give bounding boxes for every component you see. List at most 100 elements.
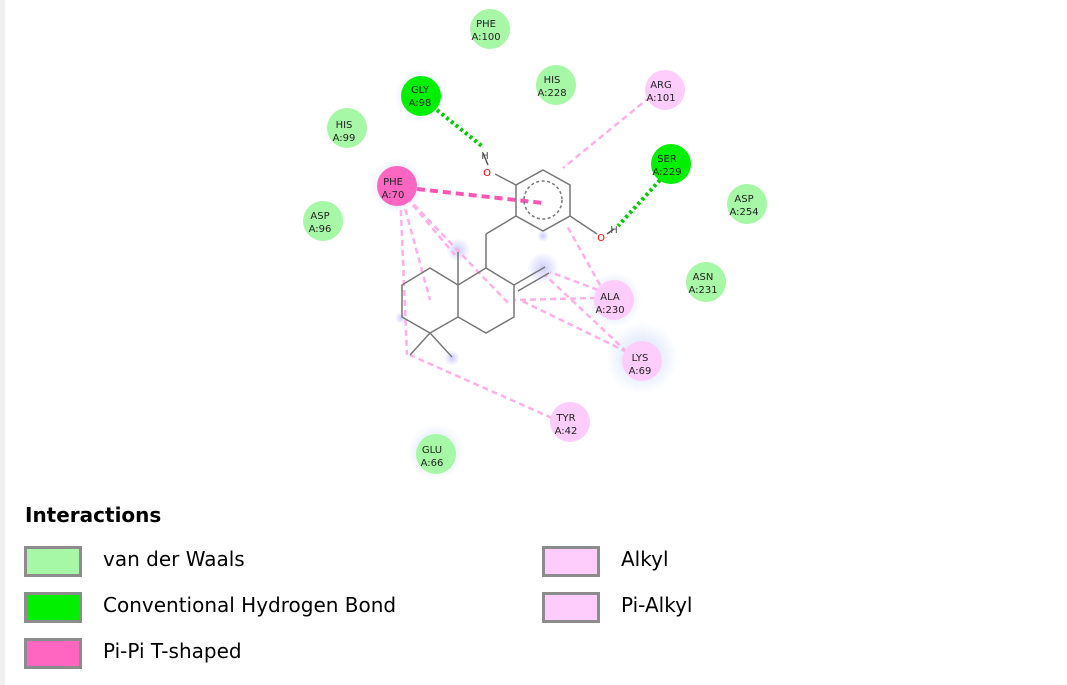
residue-disc — [416, 434, 456, 474]
residue-phe-100[interactable]: PHE A:100 — [470, 9, 510, 49]
atom-halo — [395, 312, 407, 324]
residue-number: A:96 — [309, 224, 332, 235]
residue-name: PHE — [383, 177, 403, 188]
residue-asn-231[interactable]: ASN A:231 — [686, 262, 726, 302]
residue-name: ASP — [310, 211, 329, 222]
residue-name: GLY — [411, 85, 430, 96]
alkyl-line-arg-101 — [562, 96, 651, 169]
residue-name: ASP — [734, 194, 753, 205]
residue-disc — [377, 166, 417, 206]
residue-ala-230[interactable]: ALA A:230 — [594, 280, 634, 320]
alkyl-line-phe-70 — [398, 189, 432, 301]
residue-number: A:42 — [555, 426, 578, 437]
exo-methylene-bond — [513, 266, 546, 286]
residue-asp-96[interactable]: ASP A:96 — [303, 201, 343, 241]
residue-halos — [369, 69, 678, 480]
legend-label: Alkyl — [621, 547, 669, 571]
legend-label: Pi-Alkyl — [621, 593, 693, 617]
residue-name: ASN — [693, 272, 714, 283]
alkyl-line-lys-69 — [544, 274, 628, 353]
legend-title: Interactions — [25, 503, 162, 527]
residue-name: LYS — [632, 353, 649, 364]
residue-phe-70[interactable]: PHE A:70 — [377, 166, 417, 206]
residue-tyr-42[interactable]: TYR A:42 — [550, 402, 590, 442]
alkyl-line-tyr-42 — [409, 353, 553, 420]
gem-dimethyl-bond — [409, 332, 431, 356]
residue-his-99[interactable]: HIS A:99 — [327, 108, 367, 148]
residue-number: A:228 — [537, 88, 566, 99]
residue-disc — [727, 184, 767, 224]
alkyl-line-phe-70 — [399, 189, 511, 306]
residue-number: A:98 — [409, 98, 432, 109]
residue-arg-101[interactable]: ARG A:101 — [645, 70, 685, 110]
hbond-line-ser-229 — [616, 178, 662, 228]
residue-disc — [645, 70, 685, 110]
residue-disc — [686, 262, 726, 302]
residue-name: HIS — [544, 75, 561, 86]
residue-disc — [470, 9, 510, 49]
alkyl-line-ala-230 — [564, 223, 602, 286]
legend-swatch — [24, 638, 82, 669]
residue-name: PHE — [476, 19, 496, 30]
ligand-structure — [401, 152, 615, 358]
exo-methylene-bond — [517, 272, 550, 292]
legend-label: Conventional Hydrogen Bond — [103, 593, 397, 617]
alkyl-line-ala-230 — [549, 270, 599, 292]
legend-swatch — [542, 546, 600, 577]
residue-number: A:254 — [729, 207, 758, 218]
residue-number: A:69 — [629, 366, 652, 377]
residue-name: ARG — [650, 80, 672, 91]
gem-dimethyl-bond — [429, 332, 453, 358]
residue-disc — [550, 402, 590, 442]
residue-gly-98[interactable]: GLY A:98 — [401, 76, 441, 116]
atom-halo — [444, 350, 460, 366]
residue-name: ALA — [600, 292, 620, 303]
residue-name: SER — [657, 154, 677, 165]
bond-o-h — [482, 152, 489, 166]
residue-disc — [622, 341, 662, 381]
residue-disc — [594, 280, 634, 320]
hydrogen-atom-label: H — [610, 225, 618, 236]
legend-swatch — [24, 546, 82, 577]
residue-disc — [303, 201, 343, 241]
legend-label: Pi-Pi T-shaped — [103, 639, 242, 663]
residue-glu-66[interactable]: GLU A:66 — [416, 434, 456, 474]
residue-number: A:66 — [421, 458, 444, 469]
hydrogen-atom-label: H — [481, 151, 489, 162]
atom-halo — [537, 230, 549, 242]
hbond-line-gly-98 — [435, 108, 485, 149]
atom-halos — [395, 230, 559, 366]
residue-number: A:99 — [333, 133, 356, 144]
oxygen-atom-label: O — [483, 168, 491, 179]
legend-swatch — [542, 592, 600, 623]
residue-number: A:230 — [595, 305, 624, 316]
oxygen-atom-label: O — [597, 233, 605, 244]
bond-c-oh — [494, 173, 517, 186]
legend-label: van der Waals — [103, 547, 245, 571]
alkyl-line-phe-70 — [398, 189, 409, 356]
residue-disc — [651, 144, 691, 184]
residue-name: HIS — [336, 120, 353, 131]
residue-number: A:101 — [646, 93, 675, 104]
residue-asp-254[interactable]: ASP A:254 — [727, 184, 767, 224]
cyclohexane-ring-a — [401, 267, 459, 334]
residue-number: A:229 — [652, 167, 681, 178]
bond-c-oh — [569, 215, 598, 235]
residue-number: A:70 — [382, 190, 405, 201]
residue-name: TYR — [555, 413, 575, 424]
atom-labels: O H O H — [481, 151, 618, 244]
residue-name: GLU — [422, 445, 442, 456]
residues: PHE A:100 GLY A:98 HIS A:228 ARG A:101 H… — [303, 9, 767, 474]
legend-swatch — [24, 592, 82, 623]
residue-ser-229[interactable]: SER A:229 — [651, 144, 691, 184]
aromatic-circle — [523, 180, 563, 220]
residue-disc — [327, 108, 367, 148]
pi-pi-line-phe-70 — [416, 187, 544, 205]
residue-disc — [401, 76, 441, 116]
residue-lys-69[interactable]: LYS A:69 — [622, 341, 662, 381]
residue-number: A:231 — [688, 285, 717, 296]
residue-number: A:100 — [471, 32, 500, 43]
left-border-strip — [0, 0, 5, 685]
alkyl-line-ala-230 — [514, 296, 597, 302]
residue-his-228[interactable]: HIS A:228 — [536, 65, 576, 105]
